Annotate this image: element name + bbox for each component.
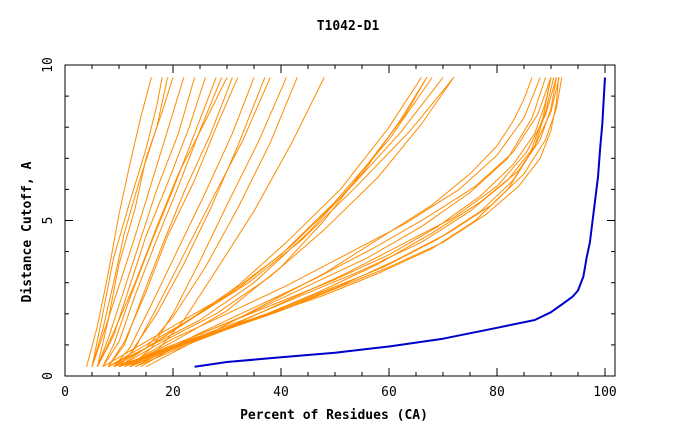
series-line-5 bbox=[96, 77, 206, 367]
series-line-10 bbox=[113, 77, 255, 368]
series-line-24 bbox=[124, 77, 428, 368]
x-tick-label: 80 bbox=[489, 385, 505, 400]
x-tick-label: 60 bbox=[381, 385, 397, 400]
plot-lines bbox=[86, 77, 606, 368]
y-axis-label: Distance Cutoff, A bbox=[20, 161, 35, 302]
series-line-37 bbox=[135, 77, 557, 368]
series-line-20 bbox=[107, 77, 444, 368]
series-line-19 bbox=[102, 77, 433, 368]
series-line-31 bbox=[134, 77, 547, 368]
series-line-9 bbox=[107, 77, 239, 367]
x-tick-label: 100 bbox=[593, 385, 616, 400]
series-line-27 bbox=[124, 77, 563, 368]
series-line-36 bbox=[145, 77, 533, 368]
series-line-35 bbox=[118, 77, 552, 368]
series-line-13 bbox=[96, 77, 228, 367]
series-line-25 bbox=[113, 77, 422, 368]
series-line-22 bbox=[118, 77, 455, 368]
y-tick-label: 0 bbox=[41, 372, 56, 380]
series-line-34 bbox=[129, 77, 557, 368]
series-line-6 bbox=[102, 77, 217, 367]
plot-frame bbox=[64, 64, 616, 377]
series-line-highlight bbox=[194, 77, 606, 368]
series-line-12 bbox=[91, 77, 163, 367]
series-line-30 bbox=[118, 77, 555, 368]
series-line-33 bbox=[140, 77, 552, 368]
x-axis-label: Percent of Residues (CA) bbox=[240, 408, 428, 423]
axis-tick-labels: 0 20 40 60 80 100 0 5 10 bbox=[41, 57, 617, 400]
series-line-4 bbox=[96, 77, 196, 367]
series-line-11 bbox=[96, 77, 174, 367]
chart-title: T1042-D1 bbox=[317, 19, 380, 34]
series-line-21 bbox=[113, 77, 455, 368]
series-line-8 bbox=[107, 77, 233, 367]
axis-ticks bbox=[64, 64, 615, 377]
x-tick-label: 20 bbox=[165, 385, 181, 400]
series-line-1 bbox=[86, 77, 152, 367]
y-tick-label: 10 bbox=[41, 57, 56, 73]
x-tick-label: 0 bbox=[61, 385, 69, 400]
x-tick-label: 40 bbox=[273, 385, 289, 400]
series-line-28 bbox=[129, 77, 560, 368]
series-line-32 bbox=[124, 77, 541, 368]
y-tick-label: 5 bbox=[41, 217, 56, 225]
series-line-7 bbox=[102, 77, 223, 367]
series-line-3 bbox=[91, 77, 185, 367]
series-line-2 bbox=[91, 77, 169, 367]
